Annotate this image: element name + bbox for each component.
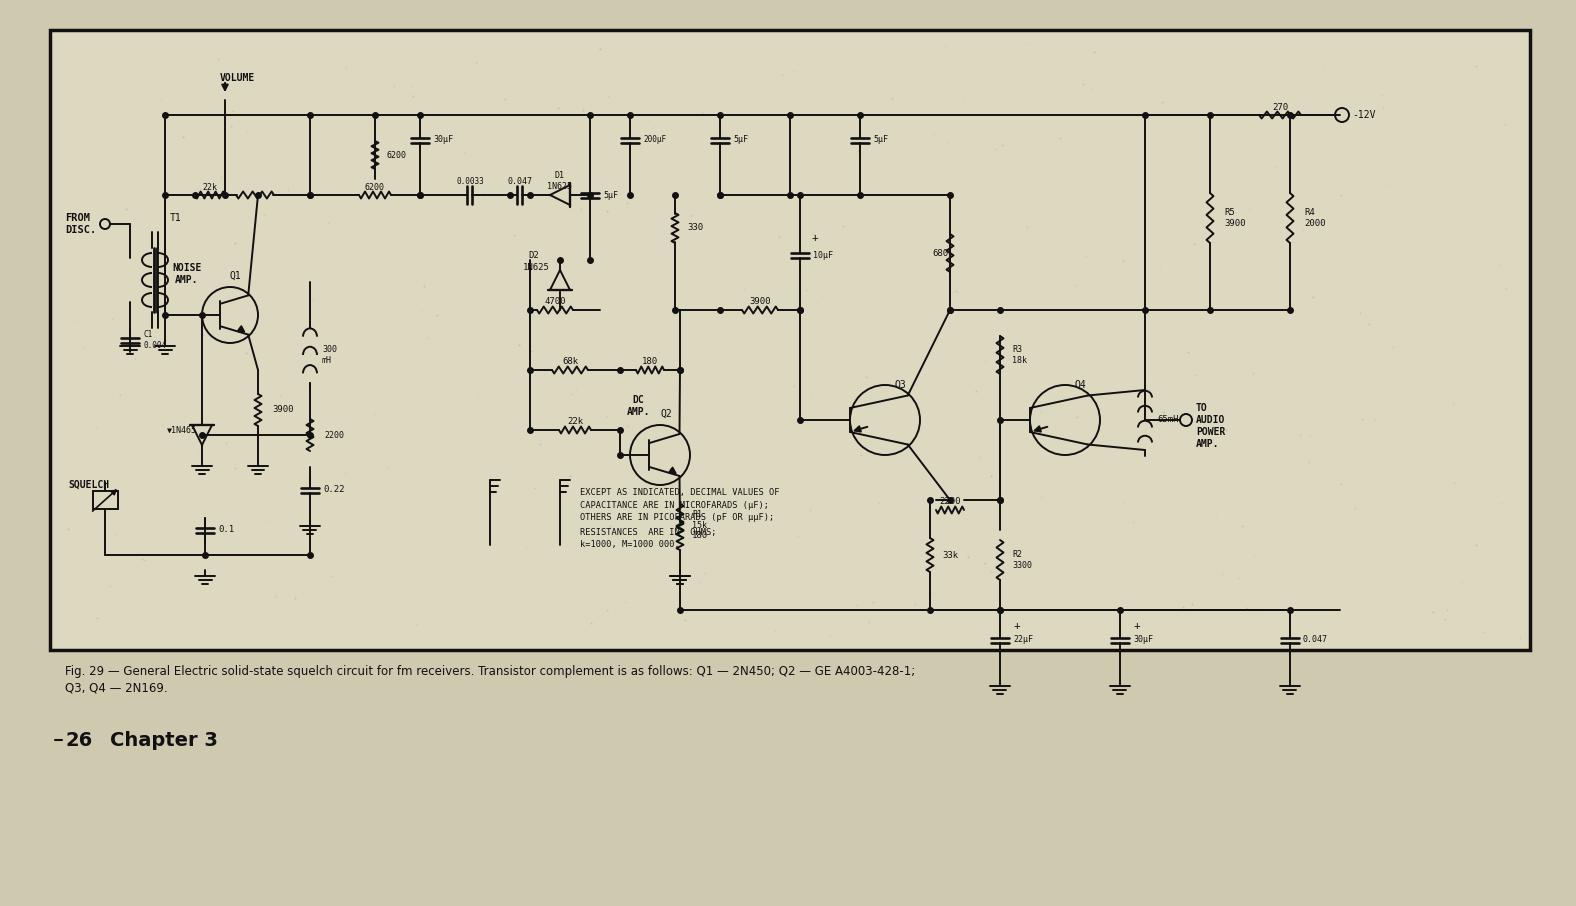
Text: 3900: 3900 (749, 297, 771, 306)
Text: Q4: Q4 (1075, 380, 1087, 390)
Text: 30μF: 30μF (1133, 635, 1154, 644)
Text: FROM: FROM (65, 213, 90, 223)
Text: SQUELCH: SQUELCH (68, 480, 109, 490)
Text: 180: 180 (641, 358, 659, 367)
Text: VOLUME: VOLUME (221, 73, 255, 83)
Text: 22k: 22k (202, 182, 217, 191)
Text: 0.047: 0.047 (1303, 635, 1329, 644)
Text: 680: 680 (931, 248, 949, 257)
Text: TO: TO (1196, 403, 1207, 413)
Text: D2: D2 (528, 250, 539, 259)
Text: AMP.: AMP. (627, 407, 651, 417)
Bar (50, 30, 1530, 650)
Text: 5μF: 5μF (733, 136, 749, 144)
Bar (50, 30, 1530, 650)
Text: 5μF: 5μF (604, 190, 618, 199)
Text: R4
2000: R4 2000 (1303, 208, 1325, 227)
Text: 4700: 4700 (544, 297, 566, 306)
Text: POWER: POWER (1196, 427, 1226, 437)
Text: Q3: Q3 (895, 380, 906, 390)
Text: C1
0.004: C1 0.004 (143, 331, 165, 350)
Text: k=1000, M=1000 000.: k=1000, M=1000 000. (580, 541, 679, 550)
Text: EXCEPT AS INDICATED, DECIMAL VALUES OF: EXCEPT AS INDICATED, DECIMAL VALUES OF (580, 487, 780, 496)
Text: +: + (812, 233, 820, 243)
Text: 300
mH: 300 mH (322, 345, 337, 365)
Text: AMP.: AMP. (175, 275, 199, 285)
Text: 270: 270 (1272, 102, 1288, 111)
Text: -12V: -12V (1352, 110, 1376, 120)
Text: 0.1: 0.1 (217, 525, 235, 535)
Text: 0.047: 0.047 (507, 178, 533, 187)
Text: ▼1N465: ▼1N465 (167, 426, 197, 435)
Text: 33k: 33k (942, 551, 958, 560)
Text: 0.22: 0.22 (323, 486, 345, 495)
Text: NOISE: NOISE (172, 263, 202, 273)
Text: R3
18k: R3 18k (1012, 345, 1028, 365)
Text: Fig. 29 — General Electric solid-state squelch circuit for fm receivers. Transis: Fig. 29 — General Electric solid-state s… (65, 666, 916, 679)
Text: 1N625: 1N625 (523, 264, 550, 273)
Text: 30μF: 30μF (433, 136, 452, 144)
Text: Q1: Q1 (230, 271, 241, 281)
Text: 330: 330 (687, 224, 703, 233)
Text: Chapter 3: Chapter 3 (110, 730, 217, 749)
Text: CAPACITANCE ARE IN MICROFARADS (μF);: CAPACITANCE ARE IN MICROFARADS (μF); (580, 500, 769, 509)
Bar (93, 491, 118, 509)
Text: 68k: 68k (563, 358, 578, 367)
Text: AUDIO: AUDIO (1196, 415, 1226, 425)
Text: 5μF: 5μF (873, 136, 887, 144)
Text: 2200: 2200 (325, 430, 344, 439)
Text: R5
3900: R5 3900 (1225, 208, 1245, 227)
Text: Q2: Q2 (660, 409, 671, 419)
Text: R2
3300: R2 3300 (1012, 550, 1032, 570)
Text: 2200: 2200 (939, 497, 961, 506)
Text: 200μF: 200μF (643, 136, 667, 144)
Text: 180: 180 (692, 532, 708, 541)
Text: D1
1N625: D1 1N625 (547, 171, 572, 190)
Text: 6200: 6200 (388, 150, 407, 159)
Text: DISC.: DISC. (65, 225, 96, 235)
Text: 6200: 6200 (366, 182, 385, 191)
Text: +: + (1135, 621, 1141, 631)
Text: 0.0033: 0.0033 (455, 178, 484, 187)
Text: 10μF: 10μF (813, 250, 834, 259)
Text: 65mH: 65mH (1157, 416, 1179, 425)
Text: 22μF: 22μF (1013, 635, 1032, 644)
Text: RESISTANCES  ARE IN  OHMS;: RESISTANCES ARE IN OHMS; (580, 527, 717, 536)
Text: AMP.: AMP. (1196, 439, 1220, 449)
Text: Q3, Q4 — 2N169.: Q3, Q4 — 2N169. (65, 681, 167, 695)
Text: 3900: 3900 (273, 406, 293, 415)
Text: 26: 26 (65, 730, 93, 749)
Text: R1
15k: R1 15k (692, 510, 708, 530)
Text: T1: T1 (170, 213, 181, 223)
Text: DC: DC (632, 395, 643, 405)
Text: OTHERS ARE IN PICOFARADS (pF OR μμF);: OTHERS ARE IN PICOFARADS (pF OR μμF); (580, 514, 774, 523)
Text: +: + (1013, 621, 1021, 631)
Text: 22k: 22k (567, 418, 583, 427)
